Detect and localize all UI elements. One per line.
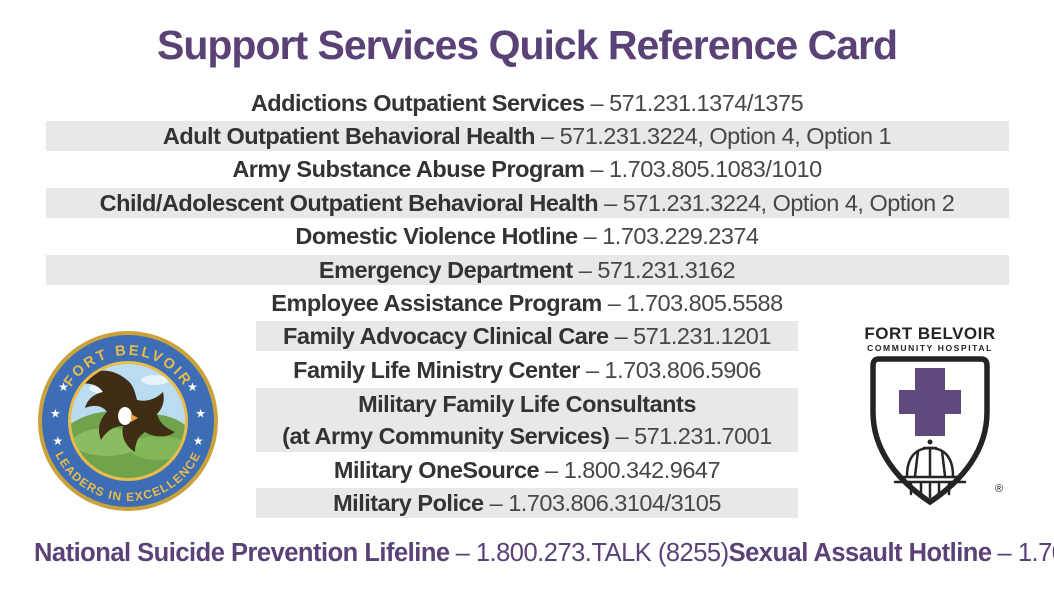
service-name: Employee Assistance Program [271,290,602,317]
service-phone: – 571.231.1201 [614,323,772,350]
service-line: Child/Adolescent Outpatient Behavioral H… [100,187,955,219]
service-row-stripe: Military Police – 1.703.806.3104/3105 [256,487,798,519]
service-row: Emergency Department – 571.231.3162 [0,253,1054,286]
service-line: Military Family Life Consultants [358,388,696,420]
suicide-lifeline-name: National Suicide Prevention Lifeline [34,538,450,567]
hospital-logo: FORT BELVOIR COMMUNITY HOSPITAL ® [864,324,1003,506]
hospital-logo-line1: FORT BELVOIR [864,324,995,343]
seal-eagle-head [118,407,132,425]
service-name: Family Advocacy Clinical Care [283,323,609,350]
service-line: Adult Outpatient Behavioral Health – 571.… [162,120,892,152]
hospital-logo-line2: COMMUNITY HOSPITAL [867,343,993,353]
svg-text:★: ★ [187,380,198,394]
service-row: Military OneSource – 1.800.342.9647 [0,453,1054,486]
service-row: Adult Outpatient Behavioral Health – 571.… [0,119,1054,152]
service-phone: – 1.703.805.1083/1010 [590,156,822,183]
service-name: Child/Adolescent Outpatient Behavioral H… [99,189,599,216]
service-name: Emergency Department [318,256,573,283]
service-line: Employee Assistance Program – 1.703.805.5… [271,287,783,319]
service-line: Emergency Department – 571.231.3162 [318,254,736,286]
service-row: Army Substance Abuse Program – 1.703.805.… [0,153,1054,186]
service-phone: – 1.703.805.5588 [607,290,783,317]
service-name: (at Army Community Services) [282,422,610,449]
service-row-stripe: Child/Adolescent Outpatient Behavioral H… [45,187,1009,219]
seal-landscape [71,370,185,478]
suicide-lifeline-item: National Suicide Prevention Lifeline – 1.… [34,539,729,568]
svg-text:★: ★ [50,407,61,421]
page-title: Support Services Quick Reference Card [156,22,898,68]
svg-text:★: ★ [58,380,69,394]
service-line: Military Police – 1.703.806.3104/3105 [333,487,721,519]
service-line: Family Life Ministry Center – 1.703.806.5… [293,354,761,386]
hospital-shield-outline [870,356,990,506]
seal-stars: ★ ★ ★ ★ ★ ★ [50,380,206,448]
sexual-assault-hotline-phone: – 1.703.740.7029 [997,538,1054,567]
fort-belvoir-seal-logo: FORT BELVOIR LEADERS IN EXCELLENCE ★ ★ ★… [38,331,218,511]
service-line: Family Advocacy Clinical Care – 571.231.1… [283,320,771,352]
service-line: Military OneSource – 1.800.342.9647 [333,454,721,486]
service-row: Military Family Life Consultants (at Arm… [0,387,1054,454]
service-row-stripe: Adult Outpatient Behavioral Health – 571.… [45,120,1009,152]
svg-text:★: ★ [52,434,63,448]
svg-text:★: ★ [195,407,206,421]
service-row: Family Life Ministry Center – 1.703.806.5… [0,353,1054,386]
service-name: Domestic Violence Hotline [295,223,578,250]
service-phone: – 571.231.3224, Option 4, Option 1 [540,123,892,150]
registered-trademark: ® [995,483,1003,495]
service-name: Military Police [333,490,484,517]
service-row-stripe: Military Family Life Consultants (at Arm… [256,387,798,452]
service-row: Addictions Outpatient Services – 571.231.… [0,86,1054,119]
sexual-assault-hotline-item: Sexual Assault Hotline– 1.703.740.7029 [729,539,1054,568]
service-row: Military Police – 1.703.806.3104/3105 [0,487,1054,520]
service-row-stripe: Family Advocacy Clinical Care – 571.231.1… [256,320,798,352]
service-name: Military OneSource [333,457,540,483]
service-name: Army Substance Abuse Program [232,156,585,183]
service-row-stripe: Employee Assistance Program – 1.703.805.5… [271,287,783,319]
service-line: Army Substance Abuse Program – 1.703.805.… [232,153,822,185]
service-row: Child/Adolescent Outpatient Behavioral H… [0,186,1054,219]
service-line: (at Army Community Services) – 571.231.70… [282,420,772,452]
hospital-dome-icon [893,439,967,499]
service-name: Military Family Life Consultants [358,390,696,417]
suicide-lifeline-phone: – 1.800.273.TALK (8255) [455,538,729,567]
service-line: Domestic Violence Hotline – 1.703.229.237… [295,220,759,252]
service-phone: – 571.231.3162 [578,256,736,283]
service-phone: – 571.231.7001 [615,422,772,449]
hospital-cross-icon [899,368,961,436]
service-row: Employee Assistance Program – 1.703.805.5… [0,286,1054,319]
service-phone: – 1.703.229.2374 [583,223,759,250]
service-phone: – 1.703.806.5906 [585,356,761,383]
seal-eagle-beak [131,414,138,422]
service-row-stripe: Addictions Outpatient Services – 571.231.… [250,87,804,119]
service-row: Domestic Violence Hotline – 1.703.229.237… [0,220,1054,253]
sexual-assault-hotline-name: Sexual Assault Hotline [728,538,992,567]
service-row-stripe: Emergency Department – 571.231.3162 [45,254,1009,286]
service-line: Addictions Outpatient Services – 571.231.… [250,87,804,119]
service-phone: – 571.231.1374/1375 [590,89,804,116]
svg-text:★: ★ [193,434,204,448]
service-row-stripe: Family Life Ministry Center – 1.703.806.5… [293,355,761,385]
service-row: Family Advocacy Clinical Care – 571.231.1… [0,320,1054,353]
hotline-footer: National Suicide Prevention Lifeline – 1.… [0,533,1054,573]
service-list: Addictions Outpatient Services – 571.231.… [0,86,1054,520]
service-phone: – 1.800.342.9647 [545,457,721,483]
service-name: Addictions Outpatient Services [250,89,585,116]
service-name: Adult Outpatient Behavioral Health [162,123,536,150]
service-phone: – 571.231.3224, Option 4, Option 2 [604,189,955,216]
service-row-stripe: Domestic Violence Hotline – 1.703.229.237… [295,220,759,252]
service-row-stripe: Army Substance Abuse Program – 1.703.805.… [232,153,822,185]
service-row-stripe: Military OneSource – 1.800.342.9647 [333,454,721,486]
service-name: Family Life Ministry Center [293,356,580,383]
service-phone: – 1.703.806.3104/3105 [489,490,722,517]
